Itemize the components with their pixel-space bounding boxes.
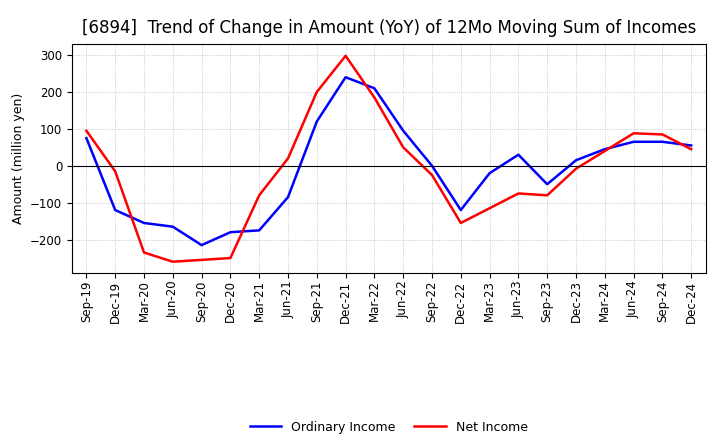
Ordinary Income: [629, 139, 638, 144]
Net Income: [687, 147, 696, 152]
Net Income: [140, 250, 148, 255]
Ordinary Income: [140, 220, 148, 226]
Ordinary Income: [687, 143, 696, 148]
Ordinary Income: [543, 182, 552, 187]
Ordinary Income: [82, 136, 91, 141]
Ordinary Income: [370, 86, 379, 91]
Y-axis label: Amount (million yen): Amount (million yen): [12, 93, 24, 224]
Net Income: [428, 172, 436, 178]
Ordinary Income: [399, 128, 408, 133]
Net Income: [284, 156, 292, 161]
Line: Ordinary Income: Ordinary Income: [86, 77, 691, 245]
Ordinary Income: [428, 163, 436, 169]
Ordinary Income: [572, 158, 580, 163]
Line: Net Income: Net Income: [86, 56, 691, 262]
Net Income: [370, 95, 379, 100]
Ordinary Income: [485, 171, 494, 176]
Net Income: [111, 169, 120, 174]
Legend: Ordinary Income, Net Income: Ordinary Income, Net Income: [250, 421, 528, 434]
Net Income: [226, 255, 235, 260]
Net Income: [255, 193, 264, 198]
Net Income: [168, 259, 177, 264]
Net Income: [572, 166, 580, 171]
Net Income: [658, 132, 667, 137]
Net Income: [82, 128, 91, 133]
Net Income: [543, 193, 552, 198]
Ordinary Income: [312, 119, 321, 124]
Net Income: [600, 148, 609, 154]
Net Income: [485, 205, 494, 211]
Ordinary Income: [514, 152, 523, 158]
Ordinary Income: [255, 228, 264, 233]
Title: [6894]  Trend of Change in Amount (YoY) of 12Mo Moving Sum of Incomes: [6894] Trend of Change in Amount (YoY) o…: [81, 19, 696, 37]
Ordinary Income: [658, 139, 667, 144]
Net Income: [456, 220, 465, 226]
Net Income: [514, 191, 523, 196]
Ordinary Income: [600, 147, 609, 152]
Ordinary Income: [456, 207, 465, 213]
Net Income: [341, 53, 350, 59]
Net Income: [399, 145, 408, 150]
Net Income: [197, 257, 206, 263]
Ordinary Income: [341, 74, 350, 80]
Ordinary Income: [197, 242, 206, 248]
Ordinary Income: [111, 207, 120, 213]
Net Income: [629, 131, 638, 136]
Ordinary Income: [226, 230, 235, 235]
Ordinary Income: [168, 224, 177, 229]
Ordinary Income: [284, 194, 292, 200]
Net Income: [312, 89, 321, 95]
